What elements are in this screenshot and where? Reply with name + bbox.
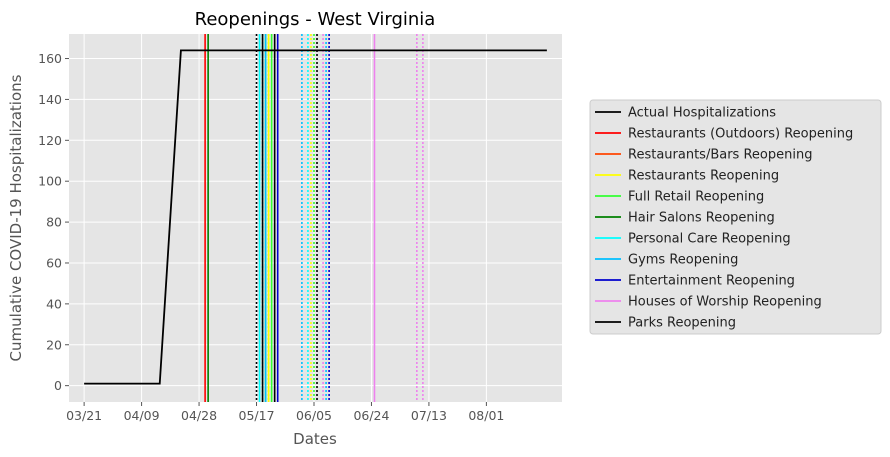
legend-box xyxy=(589,99,882,335)
chart-title: Reopenings - West Virginia xyxy=(195,9,436,30)
legend-entry-label: Restaurants/Bars Reopening xyxy=(628,148,812,163)
plot-background xyxy=(69,34,562,402)
x-tick-label: 08/01 xyxy=(468,408,504,423)
legend: Actual Hospitalizations Restaurants (Outd… xyxy=(589,99,882,335)
legend-entry-label: Full Retail Reopening xyxy=(628,190,764,205)
x-tick-label: 03/21 xyxy=(66,408,102,423)
legend-entry-label: Restaurants (Outdoors) Reopening xyxy=(628,127,853,142)
legend-entry-label: Restaurants Reopening xyxy=(628,169,779,184)
y-tick-label: 140 xyxy=(38,92,62,107)
y-tick-label: 120 xyxy=(38,133,62,148)
x-tick-label: 07/13 xyxy=(411,408,447,423)
x-axis-label: Dates xyxy=(293,430,337,448)
y-tick-label: 100 xyxy=(38,174,62,189)
x-tick-label: 06/24 xyxy=(353,408,389,423)
legend-entry-label: Gyms Reopening xyxy=(628,253,738,268)
legend-entry-label: Personal Care Reopening xyxy=(628,232,791,247)
legend-entry-label: Parks Reopening xyxy=(628,316,736,331)
y-tick-label: 0 xyxy=(54,378,62,393)
x-tick-label: 06/05 xyxy=(296,408,332,423)
legend-entry-label: Hair Salons Reopening xyxy=(628,211,775,226)
legend-entry-label: Entertainment Reopening xyxy=(628,274,795,289)
y-tick-label: 20 xyxy=(46,337,62,352)
y-tick-label: 80 xyxy=(46,215,62,230)
y-tick-label: 40 xyxy=(46,296,62,311)
plot-area: 03/21 04/09 04/28 05/17 06/05 06/24 07/13 08/01… xyxy=(38,34,562,423)
legend-entry-label: Houses of Worship Reopening xyxy=(628,295,822,310)
y-axis-label: Cumulative COVID-19 Hospitalizations xyxy=(7,74,25,361)
x-tick-label: 05/17 xyxy=(239,408,275,423)
y-tick-label: 60 xyxy=(46,255,62,270)
series-line xyxy=(84,49,547,385)
x-tick-label: 04/28 xyxy=(181,408,217,423)
x-tick-label: 04/09 xyxy=(124,408,160,423)
legend-entry-label: Actual Hospitalizations xyxy=(628,106,776,121)
y-tick-label: 160 xyxy=(38,51,62,66)
